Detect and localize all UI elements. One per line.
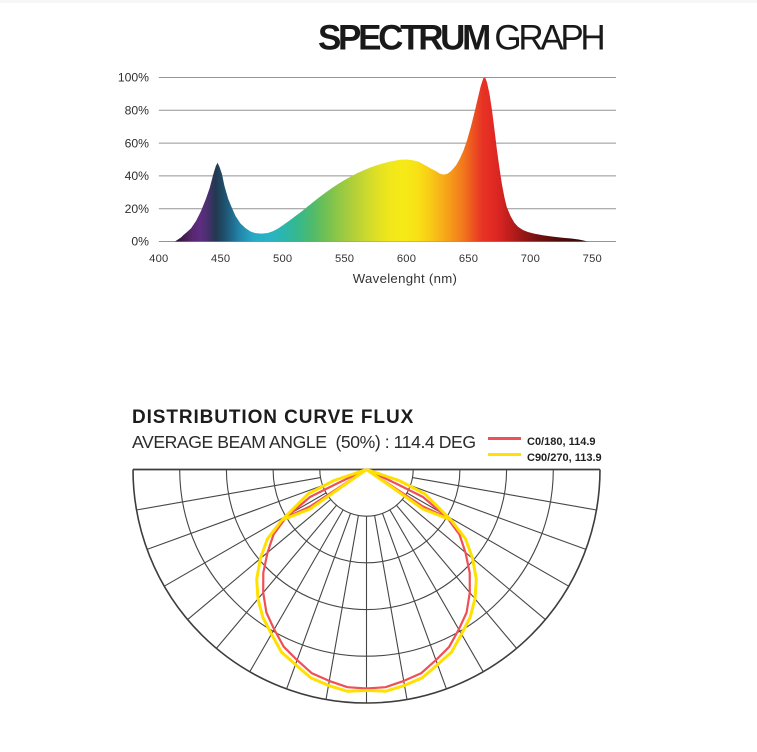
svg-text:AVERAGE BEAM ANGLE (50%) : 11: AVERAGE BEAM ANGLE (50%) : 114.4 DEG (132, 432, 476, 452)
svg-text:20%: 20% (125, 202, 150, 216)
svg-text:Wavelenght (nm): Wavelenght (nm) (353, 271, 457, 286)
svg-text:700: 700 (521, 253, 540, 265)
svg-text:C0/180, 114.9: C0/180, 114.9 (527, 436, 596, 448)
svg-text:SPECTRUM GRAPH: SPECTRUM GRAPH (318, 19, 603, 58)
svg-text:40%: 40% (125, 169, 150, 183)
svg-text:500: 500 (273, 253, 292, 265)
svg-text:450: 450 (211, 253, 230, 265)
svg-text:C90/270, 113.9: C90/270, 113.9 (527, 452, 602, 464)
svg-text:400: 400 (149, 253, 168, 265)
svg-text:100%: 100% (118, 71, 149, 85)
svg-text:600: 600 (397, 253, 416, 265)
svg-text:550: 550 (335, 253, 354, 265)
svg-text:0%: 0% (131, 235, 149, 249)
svg-text:650: 650 (459, 253, 478, 265)
svg-text:750: 750 (583, 253, 602, 265)
svg-text:80%: 80% (125, 104, 150, 118)
svg-text:DISTRIBUTION CURVE FLUX: DISTRIBUTION CURVE FLUX (132, 407, 414, 428)
svg-text:60%: 60% (125, 136, 150, 150)
